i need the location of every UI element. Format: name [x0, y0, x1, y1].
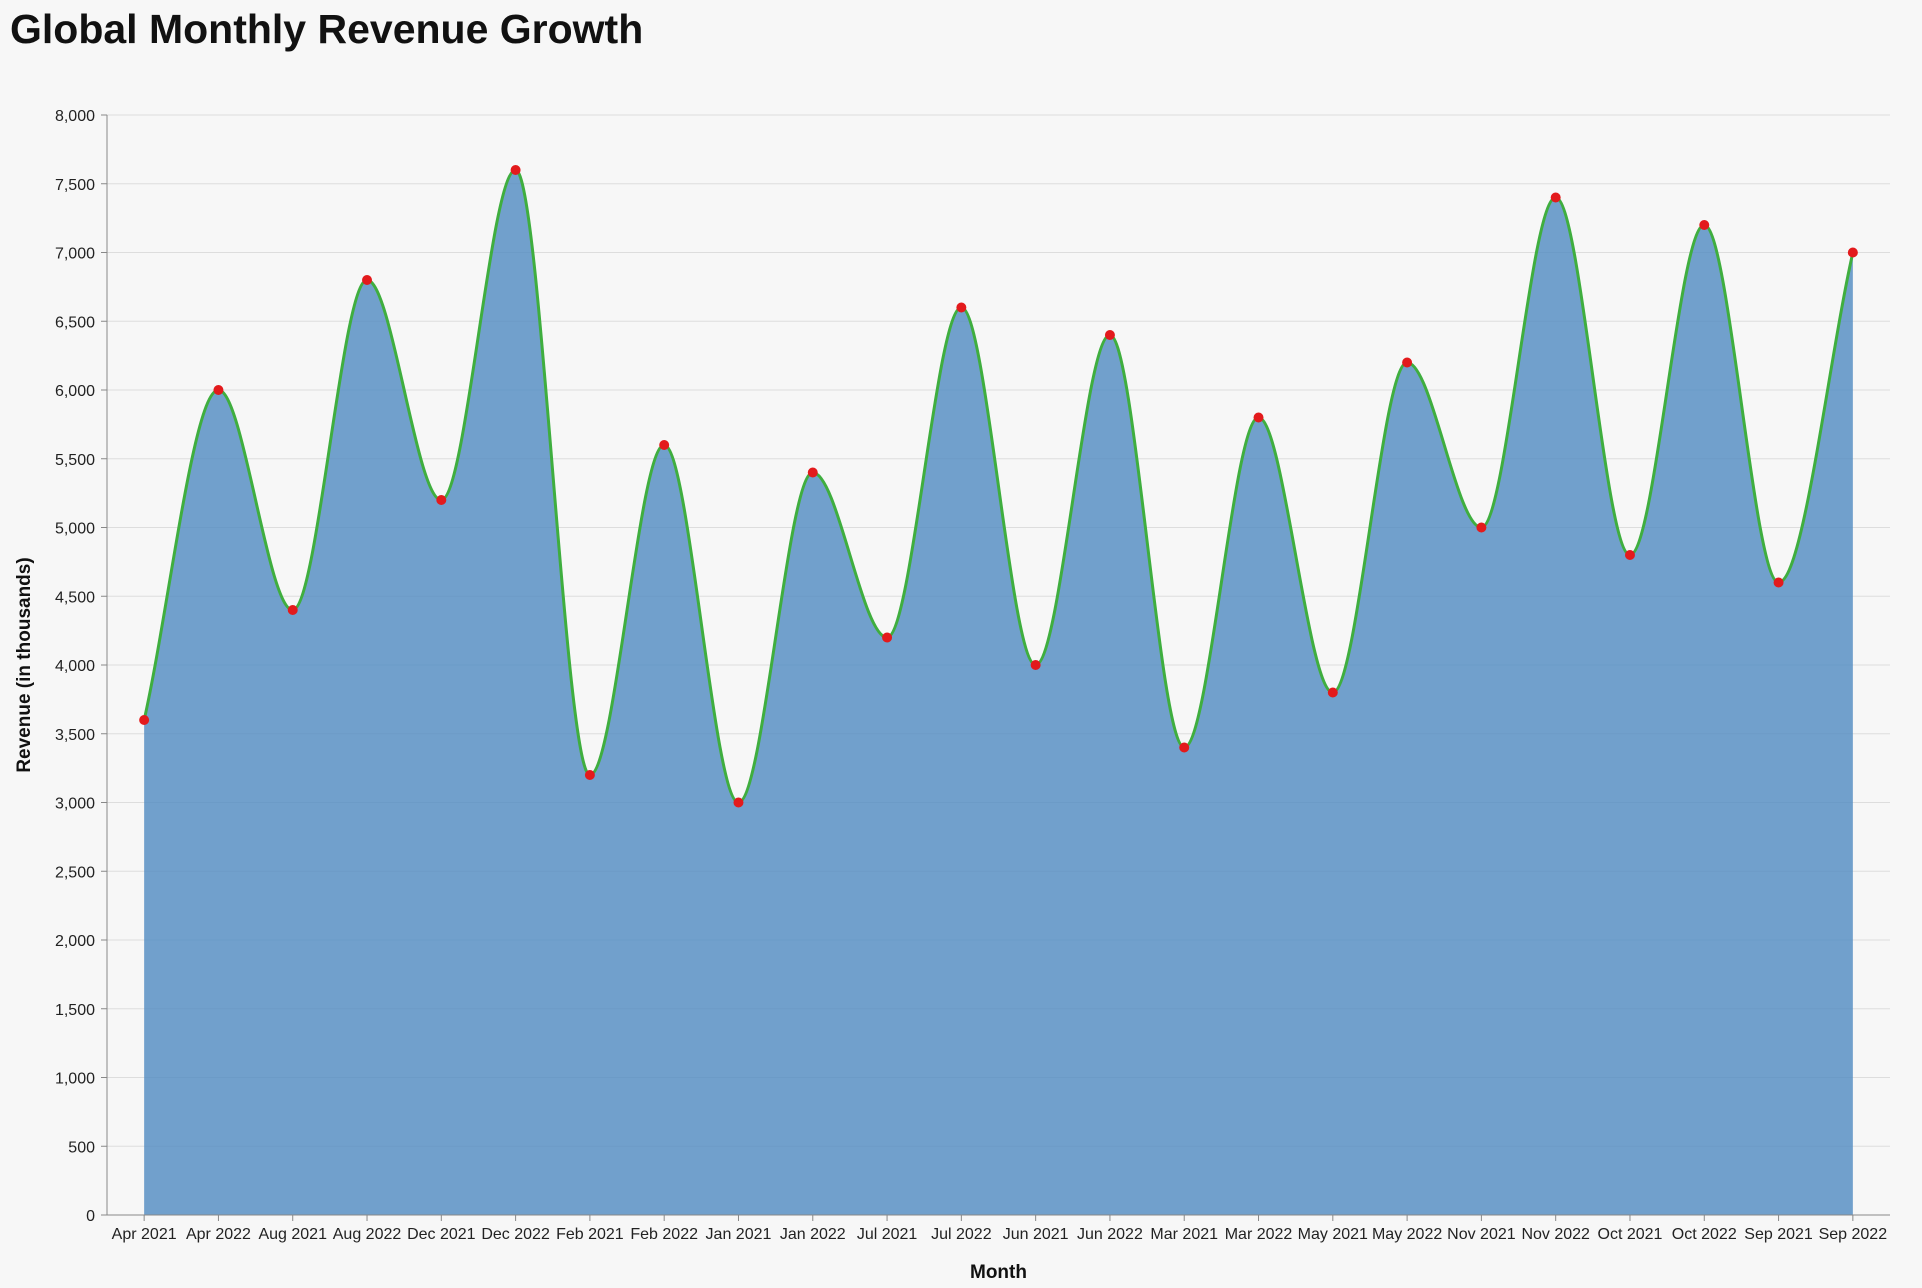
x-tick-label: Dec 2021 — [407, 1226, 476, 1243]
x-tick-label: Nov 2021 — [1447, 1226, 1516, 1243]
area-layer — [142, 168, 1855, 1215]
x-tick-label: Apr 2022 — [186, 1226, 251, 1243]
y-tick-label: 5,000 — [55, 521, 95, 538]
data-point[interactable] — [1402, 357, 1413, 368]
x-tick-label: Oct 2021 — [1598, 1226, 1663, 1243]
x-tick-label: Sep 2021 — [1744, 1226, 1813, 1243]
y-tick-label: 4,500 — [55, 589, 95, 606]
x-tick-label: Sep 2022 — [1819, 1226, 1888, 1243]
x-tick-label: Jan 2022 — [780, 1226, 846, 1243]
data-point[interactable] — [733, 797, 744, 808]
data-point[interactable] — [1624, 550, 1635, 560]
data-point[interactable] — [213, 385, 224, 395]
y-tick-label: 5,500 — [55, 452, 95, 469]
y-tick-label: 1,000 — [55, 1071, 95, 1088]
x-tick-label: Jan 2021 — [706, 1226, 772, 1243]
revenue-line — [142, 168, 1855, 805]
axes: 0 500 1,000 1,500 2,000 2,500 3,000 3,500 4,000 4… — [55, 108, 1890, 1243]
y-axis-title: Revenue (in thousands) — [14, 557, 35, 772]
x-tick-label: Mar 2021 — [1150, 1226, 1218, 1243]
data-point[interactable] — [1699, 220, 1710, 230]
y-tick-label: 7,500 — [55, 177, 95, 194]
x-tick-label: Nov 2022 — [1521, 1226, 1590, 1243]
y-tick-label: 1,500 — [55, 1002, 95, 1019]
data-point[interactable] — [807, 467, 818, 478]
x-tick-label: Oct 2022 — [1672, 1226, 1737, 1243]
data-point[interactable] — [1253, 412, 1264, 423]
data-point[interactable] — [1550, 192, 1561, 203]
y-tick-label: 7,000 — [55, 246, 95, 263]
x-tick-label: May 2021 — [1298, 1226, 1368, 1243]
x-tick-label: Feb 2022 — [630, 1226, 698, 1243]
data-point[interactable] — [1476, 522, 1487, 533]
revenue-area — [144, 170, 1853, 1215]
data-point[interactable] — [436, 495, 447, 505]
data-point[interactable] — [584, 770, 595, 780]
y-tick-label: 3,500 — [55, 727, 95, 744]
y-tick-label: 6,000 — [55, 383, 95, 400]
x-tick-label: Feb 2021 — [556, 1226, 624, 1243]
x-tick-label: Jul 2021 — [857, 1226, 918, 1243]
x-tick-label: Jun 2022 — [1077, 1226, 1143, 1243]
data-points — [139, 165, 1858, 808]
data-point[interactable] — [956, 302, 967, 313]
y-tick-label: 6,500 — [55, 314, 95, 331]
chart-title: Global Monthly Revenue Growth — [10, 6, 644, 52]
y-tick-label: 3,000 — [55, 796, 95, 813]
data-point[interactable] — [1179, 742, 1190, 753]
data-point[interactable] — [1327, 687, 1338, 698]
data-point[interactable] — [659, 440, 670, 450]
data-point[interactable] — [510, 165, 521, 175]
x-tick-label: Jun 2021 — [1003, 1226, 1069, 1243]
y-tick-label: 500 — [68, 1139, 95, 1156]
y-tick-label: 4,000 — [55, 658, 95, 675]
x-tick-label: Apr 2021 — [112, 1226, 177, 1243]
data-point[interactable] — [1104, 330, 1115, 340]
y-tick-label: 2,000 — [55, 933, 95, 950]
data-point[interactable] — [139, 715, 150, 725]
data-point[interactable] — [1030, 660, 1041, 670]
x-tick-label: Mar 2022 — [1225, 1226, 1293, 1243]
y-tick-label: 2,500 — [55, 864, 95, 881]
x-tick-label: Aug 2022 — [333, 1226, 402, 1243]
data-point[interactable] — [1773, 577, 1784, 588]
x-tick-label: Aug 2021 — [258, 1226, 327, 1243]
x-tick-label: Jul 2022 — [931, 1226, 992, 1243]
data-point[interactable] — [362, 275, 373, 285]
data-point[interactable] — [1847, 247, 1858, 258]
y-tick-label: 8,000 — [55, 108, 95, 125]
x-tick-label: Dec 2022 — [481, 1226, 550, 1243]
data-point[interactable] — [287, 605, 298, 615]
x-tick-label: May 2022 — [1372, 1226, 1442, 1243]
y-tick-label: 0 — [86, 1208, 95, 1225]
x-axis-title: Month — [970, 1262, 1027, 1283]
data-point[interactable] — [882, 632, 893, 643]
